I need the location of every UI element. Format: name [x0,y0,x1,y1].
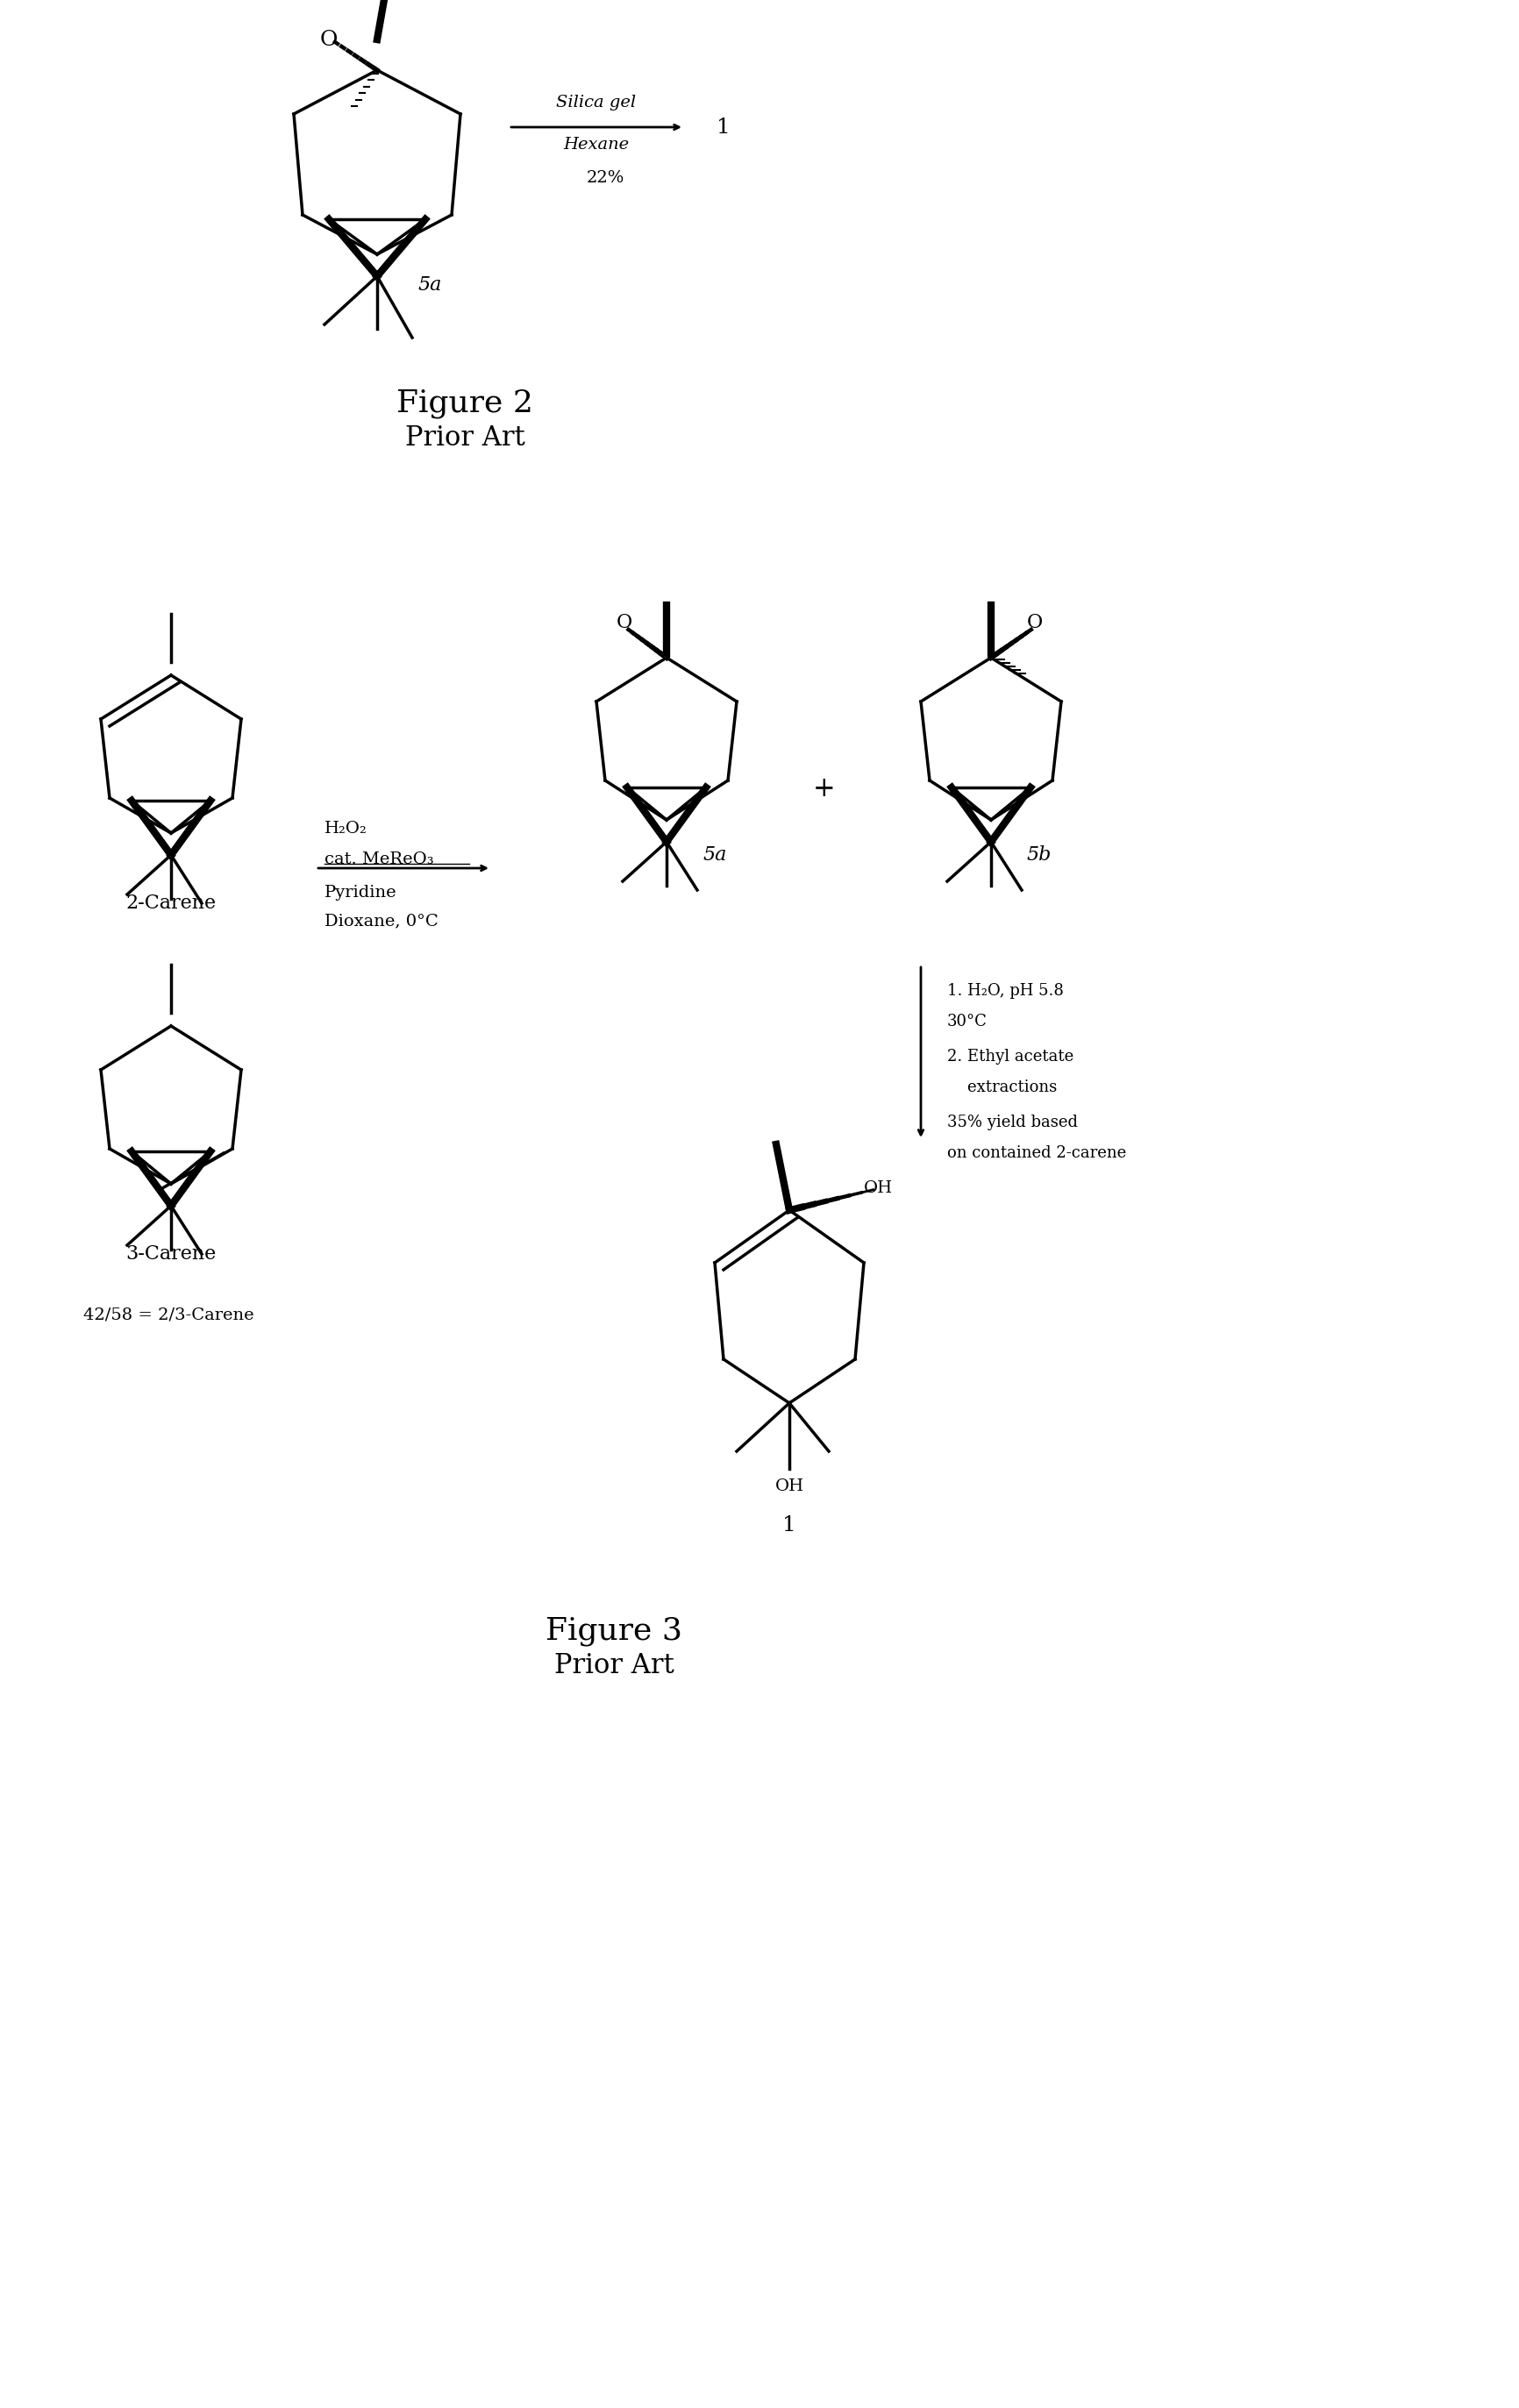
Text: Silica gel: Silica gel [556,94,636,111]
Text: Dioxane, 0°C: Dioxane, 0°C [325,913,437,929]
Text: +: + [813,775,835,802]
Text: O: O [617,614,632,633]
Text: H₂O₂: H₂O₂ [325,821,368,836]
Text: 1. H₂O, pH 5.8: 1. H₂O, pH 5.8 [946,982,1063,999]
Text: Pyridine: Pyridine [325,884,396,901]
Text: 30°C: 30°C [946,1014,987,1031]
Text: OH: OH [775,1479,804,1495]
Text: O: O [321,29,337,51]
Text: 5a: 5a [418,275,442,294]
Text: 5a: 5a [702,845,726,864]
Text: 1: 1 [717,118,731,137]
Text: 42/58 = 2/3-Carene: 42/58 = 2/3-Carene [84,1308,254,1324]
Text: Figure 2: Figure 2 [396,388,533,419]
Text: 35% yield based: 35% yield based [946,1115,1077,1129]
Text: O: O [1027,614,1042,633]
Text: Prior Art: Prior Art [553,1652,673,1681]
Text: cat. MeReO₃: cat. MeReO₃ [325,852,433,867]
Text: on contained 2-carene: on contained 2-carene [946,1146,1126,1161]
Text: extractions: extractions [946,1079,1056,1096]
Text: 3-Carene: 3-Carene [126,1245,216,1264]
Text: 2. Ethyl acetate: 2. Ethyl acetate [946,1050,1072,1064]
Text: OH: OH [863,1180,892,1197]
Text: Hexane: Hexane [564,137,629,152]
Text: 22%: 22% [586,171,624,185]
Text: Prior Art: Prior Art [404,424,524,453]
Text: 1: 1 [782,1515,796,1536]
Text: Figure 3: Figure 3 [545,1616,682,1647]
Text: 5b: 5b [1027,845,1051,864]
Text: 2-Carene: 2-Carene [126,893,216,913]
